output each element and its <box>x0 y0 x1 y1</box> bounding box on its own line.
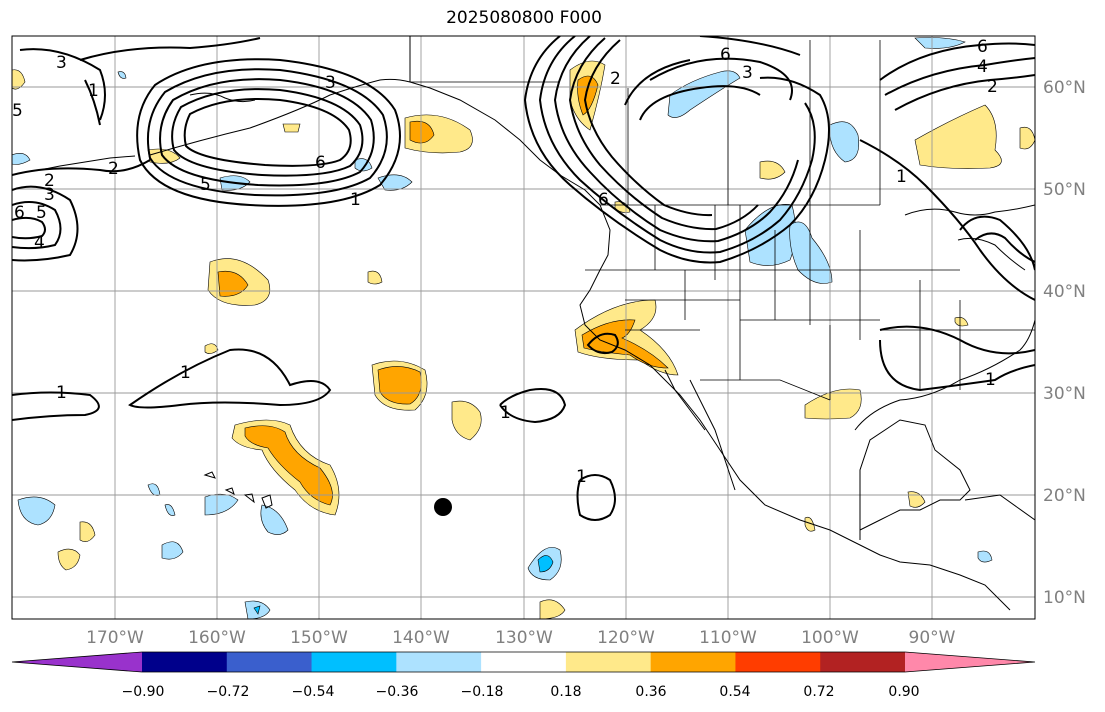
negative-anomaly-shading <box>12 37 993 619</box>
contour-label: 2 <box>108 159 119 179</box>
lon-tick-label: 120°W <box>597 628 655 648</box>
contour-label: 2 <box>987 77 998 97</box>
colorbar-segment <box>12 652 142 672</box>
contour-label: 2 <box>44 171 55 191</box>
contour-label: 3 <box>44 185 55 205</box>
lat-tick-label: 60°N <box>1043 78 1086 98</box>
contour-labels: 3 1 5 6 2 3 6 5 2 4 1 5 6 3 6 2 4 6 2 3 … <box>12 37 998 487</box>
colorbar-tick-label: 0.18 <box>550 684 581 700</box>
political-borders <box>410 40 1035 401</box>
map-frame <box>11 35 1036 620</box>
contour-label: 6 <box>720 45 731 65</box>
contour-label: 6 <box>598 190 609 210</box>
contour-label: 6 <box>14 203 25 223</box>
colorbar-tick-label: −0.72 <box>207 684 250 700</box>
lon-tick-label: 150°W <box>290 628 348 648</box>
contour-label: 4 <box>34 233 45 253</box>
lon-tick-label: 140°W <box>392 628 450 648</box>
lat-tick-label: 10°N <box>1043 588 1086 608</box>
contour-label: 1 <box>350 190 361 210</box>
lon-tick-label: 130°W <box>495 628 553 648</box>
colorbar-tick-label: −0.54 <box>292 684 335 700</box>
contour-label: 1 <box>896 167 907 187</box>
lon-tick-label: 100°W <box>801 628 859 648</box>
location-marker <box>434 498 452 516</box>
colorbar-segment <box>396 652 482 672</box>
colorbar-tick-label: −0.36 <box>376 684 419 700</box>
longitude-labels: 170°W 160°W 150°W 140°W 130°W 120°W 110°… <box>86 628 956 648</box>
lon-tick-label: 160°W <box>188 628 246 648</box>
colorbar-segment <box>735 652 821 672</box>
contour-label: 1 <box>985 370 996 390</box>
colorbar-outline <box>11 651 1036 673</box>
map-title: 2025080800 F000 <box>446 8 602 28</box>
contour-label: 1 <box>576 467 587 487</box>
contour-label: 5 <box>200 175 211 195</box>
colorbar-tick-label: 0.72 <box>803 684 834 700</box>
lat-tick-label: 50°N <box>1043 180 1086 200</box>
contour-label: 6 <box>315 153 326 173</box>
contour-label: 3 <box>742 63 753 83</box>
contour-label: 3 <box>325 73 336 93</box>
colorbar-tick-label: −0.18 <box>461 684 504 700</box>
colorbar-segment <box>650 652 736 672</box>
lat-tick-label: 20°N <box>1043 486 1086 506</box>
contour-label: 1 <box>56 383 67 403</box>
colorbar-segment <box>565 652 652 672</box>
contour-label: 2 <box>610 69 621 89</box>
colorbar-segment <box>820 652 906 672</box>
colorbar-segment <box>142 652 228 672</box>
colorbar-tick-label: −0.90 <box>122 684 165 700</box>
map-area: 3 1 5 6 2 3 6 5 2 4 1 5 6 3 6 2 4 6 2 3 … <box>12 36 1035 619</box>
colorbar-tick-label: 0.54 <box>719 684 750 700</box>
contour-label: 1 <box>180 363 191 383</box>
contours <box>12 36 1035 521</box>
lat-tick-label: 40°N <box>1043 282 1086 302</box>
contour-label: 5 <box>36 203 47 223</box>
colorbar-segment <box>226 652 313 672</box>
contour-label: 3 <box>56 53 67 73</box>
colorbar-segment <box>481 652 567 672</box>
colorbar-tick-label: 0.36 <box>635 684 666 700</box>
colorbar-tick-label: 0.90 <box>888 684 919 700</box>
lon-tick-label: 110°W <box>699 628 757 648</box>
lat-tick-label: 30°N <box>1043 384 1086 404</box>
contour-label: 4 <box>977 57 988 77</box>
positive-anomaly-shading <box>12 60 1035 619</box>
colorbar-segment <box>311 652 397 672</box>
lon-tick-label: 90°W <box>909 628 956 648</box>
colorbar <box>11 651 1036 673</box>
contour-label: 1 <box>88 81 99 101</box>
lon-tick-label: 170°W <box>86 628 144 648</box>
contour-label: 6 <box>977 37 988 57</box>
contour-label: 5 <box>12 101 23 121</box>
latitude-labels: 60°N 50°N 40°N 30°N 20°N 10°N <box>1043 78 1086 608</box>
colorbar-segment <box>905 652 1035 672</box>
contour-label: 1 <box>500 403 511 423</box>
colorbar-tick-labels: −0.90 −0.72 −0.54 −0.36 −0.18 0.18 0.36 … <box>122 684 920 700</box>
